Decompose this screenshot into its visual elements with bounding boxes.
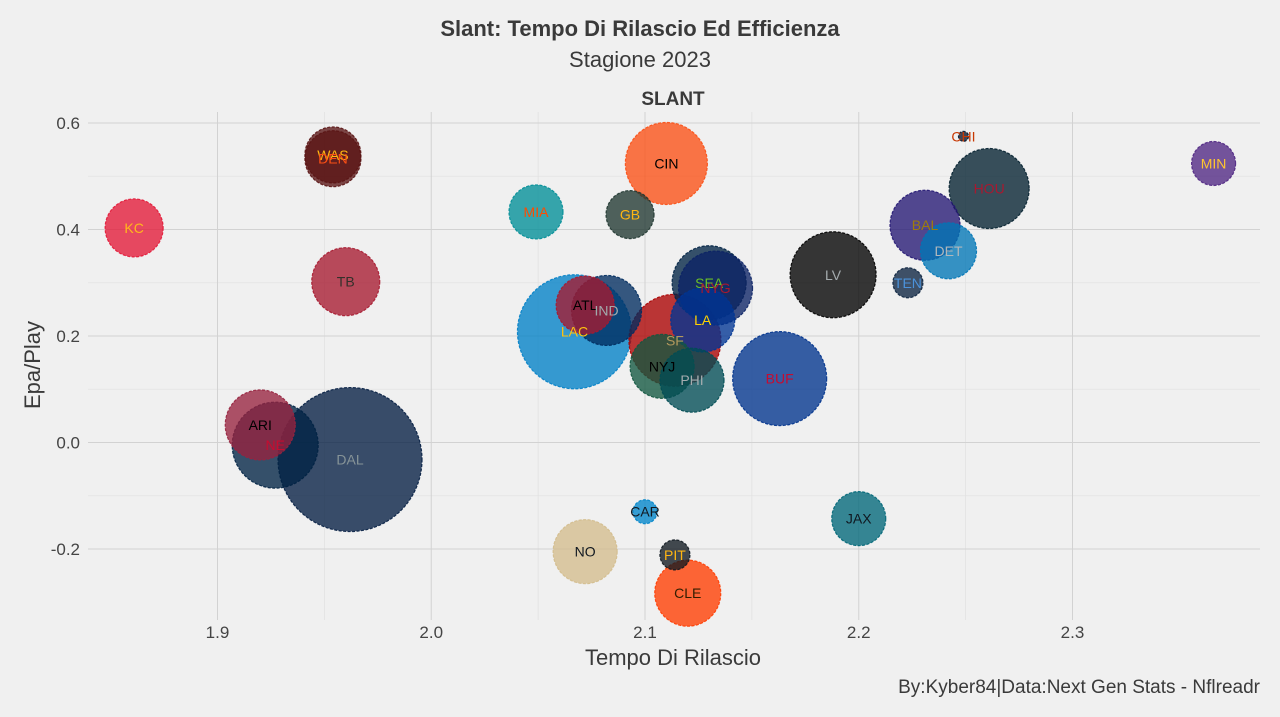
team-label-la: LA — [694, 312, 712, 328]
team-label-pit: PIT — [664, 547, 686, 563]
team-label-cin: CIN — [654, 155, 678, 171]
bubble-den — [304, 130, 362, 188]
team-label-atl: ATL — [573, 297, 598, 313]
team-label-phi: PHI — [680, 372, 703, 388]
bubble-hou — [948, 147, 1030, 230]
x-axis-ticks: 1.9 2.0 2.1 2.2 2.3 — [206, 623, 1085, 642]
team-label-sf: SF — [666, 332, 684, 348]
bubble-jax — [831, 491, 887, 547]
team-label-ind: IND — [594, 302, 618, 318]
x-tick-label: 2.0 — [419, 623, 443, 642]
chart-subtitle: Stagione 2023 — [569, 47, 711, 72]
y-tick-label: -0.2 — [51, 540, 80, 559]
bubble-det — [919, 222, 978, 280]
bubble-mia — [508, 184, 564, 240]
y-axis-title: Epa/Play — [20, 321, 45, 409]
y-tick-label: 0.6 — [56, 114, 80, 133]
bubble-ari — [224, 389, 296, 461]
bubble-tb — [311, 247, 381, 317]
bubble-phi — [659, 347, 725, 413]
bubble-layer — [104, 121, 1237, 627]
team-label-nyg: NYG — [700, 280, 730, 296]
bubble-gb — [605, 189, 655, 240]
team-label-kc: KC — [124, 220, 143, 236]
team-label-tb: TB — [337, 274, 355, 290]
bubble-ten — [892, 267, 924, 299]
bubble-chi — [957, 130, 970, 142]
team-label-chi: CHI — [951, 128, 975, 144]
team-label-sea: SEA — [695, 275, 724, 291]
chart-title: Slant: Tempo Di Rilascio Ed Efficienza — [440, 16, 840, 41]
source-caption: By:Kyber84|Data:Next Gen Stats - Nflread… — [898, 677, 1260, 698]
y-axis-ticks: -0.2 0.0 0.2 0.4 0.6 — [51, 114, 80, 559]
team-label-bal: BAL — [912, 217, 939, 233]
y-tick-label: 0.2 — [56, 327, 80, 346]
bubble-buf — [732, 331, 828, 427]
team-label-hou: HOU — [974, 180, 1005, 196]
team-label-nyj: NYJ — [649, 358, 675, 374]
x-tick-label: 2.3 — [1061, 623, 1085, 642]
bubble-no — [552, 519, 618, 585]
bubble-kc — [104, 198, 164, 258]
team-label-jax: JAX — [846, 511, 872, 527]
team-label-lac: LAC — [561, 324, 588, 340]
bubble-car — [632, 499, 658, 525]
team-label-gb: GB — [620, 207, 640, 223]
team-label-det: DET — [935, 243, 963, 259]
facet-strip-label: SLANT — [641, 89, 705, 110]
team-label-ne: NE — [265, 437, 284, 453]
x-tick-label: 1.9 — [206, 623, 230, 642]
team-label-min: MIN — [1201, 155, 1227, 171]
bubble-min — [1190, 140, 1237, 187]
bubble-atl — [555, 275, 615, 335]
y-tick-label: 0.4 — [56, 221, 80, 240]
y-tick-label: 0.0 — [56, 434, 80, 453]
x-tick-label: 2.2 — [847, 623, 871, 642]
team-label-no: NO — [575, 544, 596, 560]
team-label-lv: LV — [825, 267, 842, 283]
team-label-mia: MIA — [524, 204, 550, 220]
team-label-car: CAR — [630, 504, 660, 520]
team-label-ari: ARI — [249, 417, 272, 433]
team-label-dal: DAL — [336, 452, 363, 468]
team-label-cle: CLE — [674, 585, 701, 601]
team-label-was: WAS — [317, 147, 348, 163]
team-label-ten: TEN — [894, 275, 922, 291]
bubble-cin — [624, 121, 708, 206]
team-label-den: DEN — [318, 151, 348, 167]
bubble-pit — [659, 539, 691, 571]
team-label-buf: BUF — [766, 371, 794, 387]
x-tick-label: 2.1 — [633, 623, 657, 642]
x-axis-title: Tempo Di Rilascio — [585, 645, 761, 670]
bubble-lv — [789, 231, 877, 319]
